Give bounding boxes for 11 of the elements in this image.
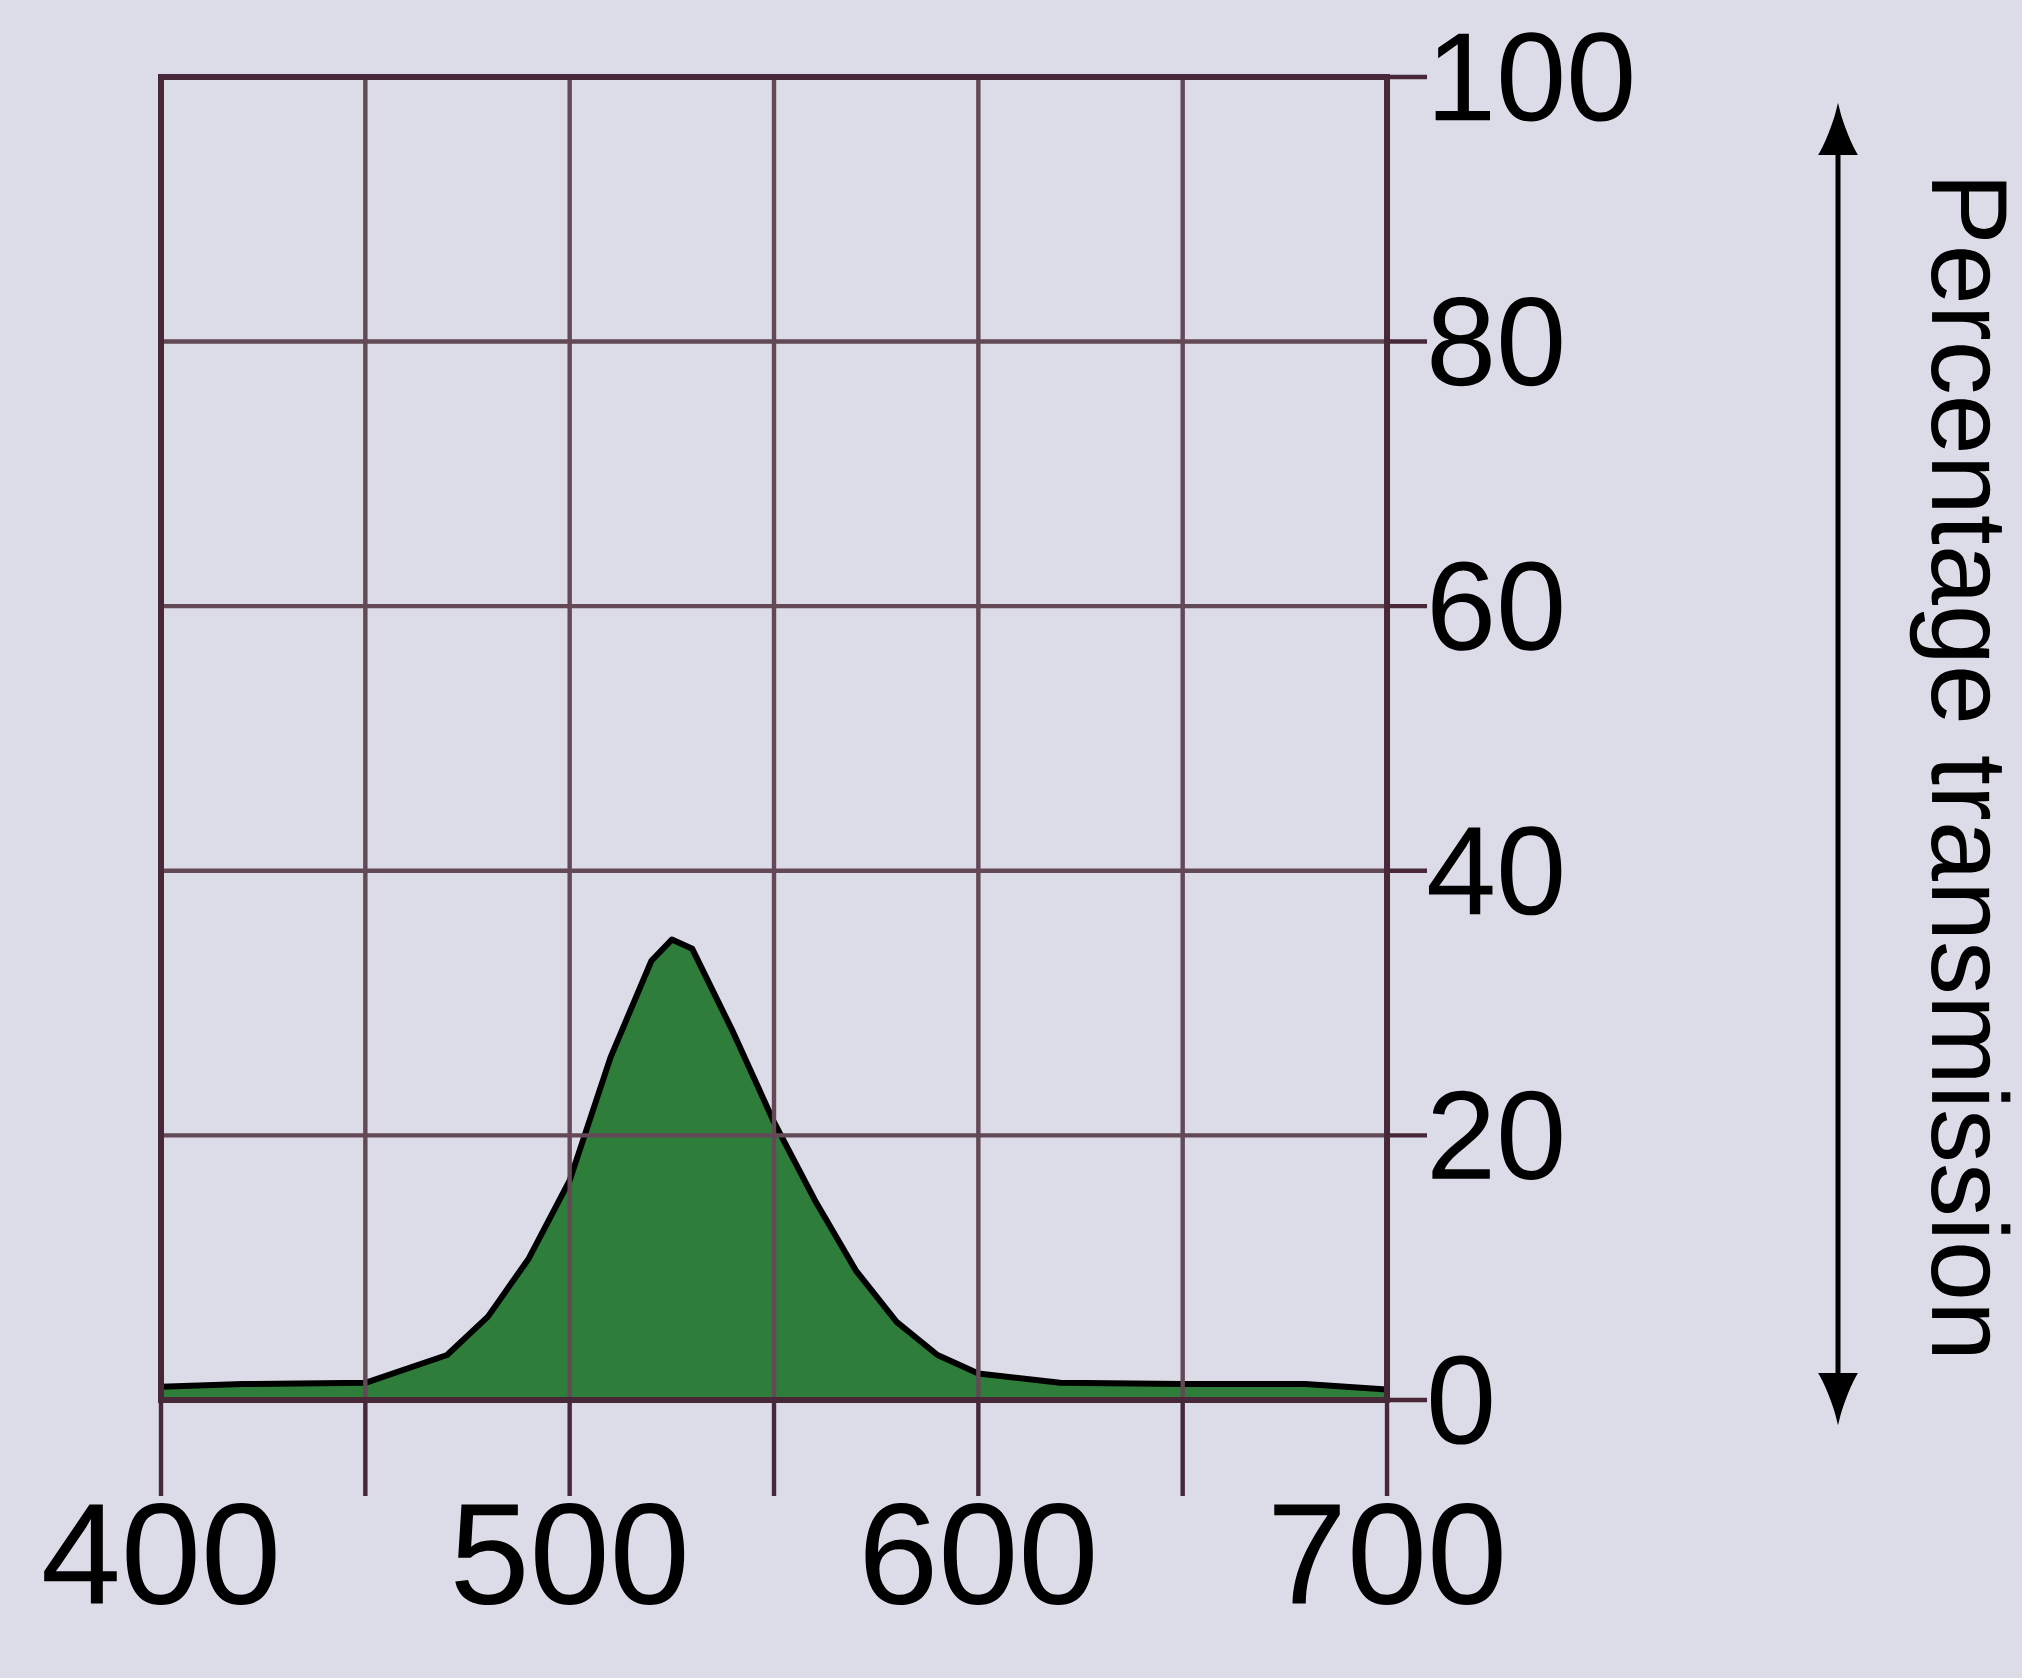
y-tick-label: 100 <box>1435 32 1632 122</box>
x-tick-label: 700 <box>1274 1503 1502 1605</box>
y-tick-label: 0 <box>1431 1355 1492 1445</box>
y-tick-label: 60 <box>1432 561 1562 651</box>
y-tick-label: 80 <box>1431 296 1562 387</box>
y-tick-label: 20 <box>1432 1090 1562 1180</box>
y-axis-title: Percentage transmission <box>1909 181 2011 1355</box>
x-tick-label: 500 <box>455 1503 685 1605</box>
y-tick-label: 40 <box>1428 826 1562 916</box>
x-tick-label: 600 <box>865 1503 1093 1605</box>
x-tick-label: 400 <box>44 1503 276 1605</box>
